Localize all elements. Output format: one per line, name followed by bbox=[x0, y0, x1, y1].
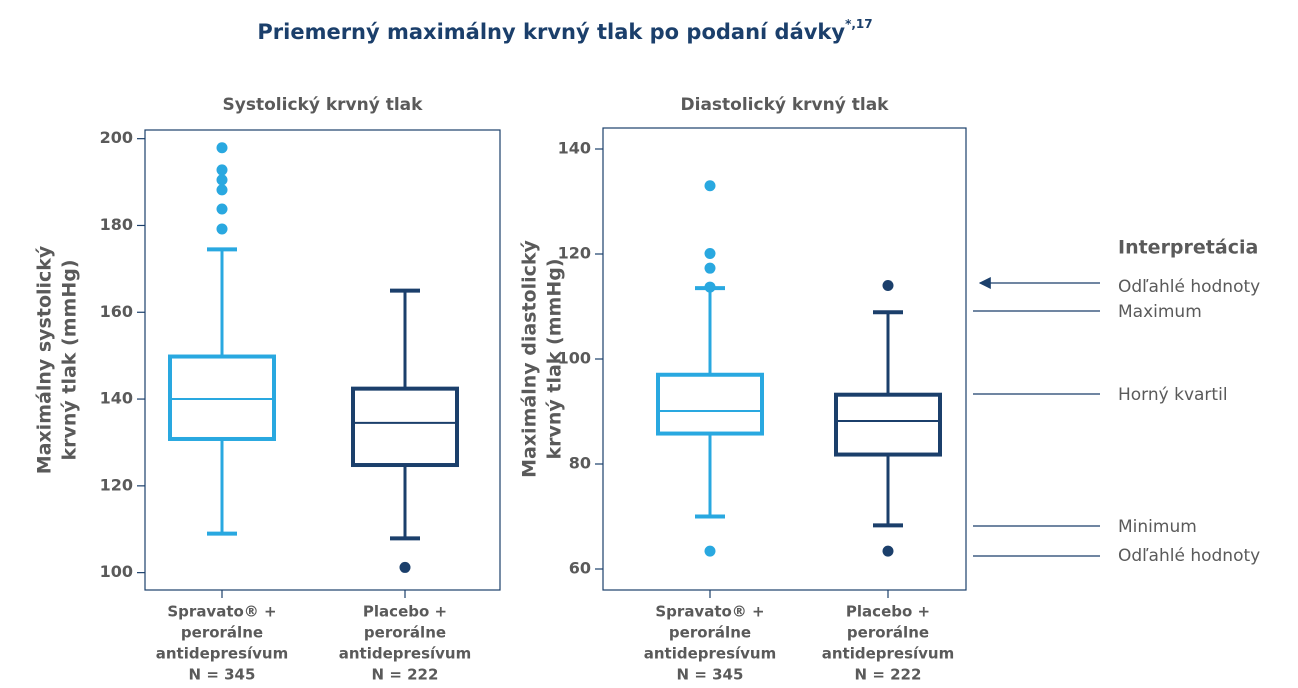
x-tick-label: N = 345 bbox=[189, 666, 256, 684]
outlier bbox=[704, 545, 716, 557]
x-tick-label: antidepresívum bbox=[822, 645, 955, 663]
box bbox=[351, 386, 459, 468]
y-tick-label: 140 bbox=[558, 139, 591, 158]
x-tick-label: perorálne bbox=[364, 624, 446, 642]
y-tick-label: 120 bbox=[100, 475, 133, 494]
y-axis-label: krvný tlak (mmHg) bbox=[59, 259, 81, 460]
y-tick-label: 80 bbox=[569, 454, 591, 473]
plot-frame bbox=[602, 127, 967, 591]
y-tick-label: 100 bbox=[100, 562, 133, 581]
y-axis-label: krvný tlak (mmHg) bbox=[544, 258, 566, 459]
x-tick-label: perorálne bbox=[847, 624, 929, 642]
y-tick-label: 120 bbox=[558, 244, 591, 263]
y-tick-label: 200 bbox=[100, 128, 133, 147]
x-tick-label: antidepresívum bbox=[339, 645, 472, 663]
x-tick-label: perorálne bbox=[181, 624, 263, 642]
y-tick-label: 100 bbox=[558, 349, 591, 368]
chart-title: Diastolický krvný tlak bbox=[681, 95, 890, 115]
box bbox=[834, 392, 942, 457]
outlier bbox=[216, 223, 228, 235]
main-title: Priemerný maximálny krvný tlak po podaní… bbox=[257, 17, 872, 45]
x-tick-label: N = 345 bbox=[677, 666, 744, 684]
outlier bbox=[704, 262, 716, 274]
y-axis-label: Maximálny diastolický bbox=[519, 239, 541, 477]
interp-label: Odľahlé hodnoty bbox=[1118, 277, 1260, 297]
outlier bbox=[704, 247, 716, 259]
x-tick-label: N = 222 bbox=[855, 666, 922, 684]
x-tick-label: Spravato® + bbox=[655, 603, 764, 621]
outlier bbox=[882, 280, 894, 291]
interp-label: Odľahlé hodnoty bbox=[1118, 546, 1260, 566]
interp-label: Horný kvartil bbox=[1118, 385, 1228, 405]
x-tick-label: Placebo + bbox=[846, 603, 930, 621]
outlier bbox=[399, 561, 411, 573]
outlier bbox=[704, 281, 716, 293]
interp-label: Maximum bbox=[1118, 302, 1202, 322]
box bbox=[168, 354, 276, 441]
x-tick-label: perorálne bbox=[669, 624, 751, 642]
y-axis-label: Maximálny systolický bbox=[34, 245, 56, 474]
outlier bbox=[216, 164, 228, 176]
interp-label: Minimum bbox=[1118, 517, 1197, 537]
chart-title: Systolický krvný tlak bbox=[223, 95, 424, 115]
title-text: Priemerný maximálny krvný tlak po podaní… bbox=[257, 20, 845, 44]
outlier bbox=[216, 184, 228, 196]
y-tick-label: 160 bbox=[100, 302, 133, 321]
outlier bbox=[704, 180, 716, 192]
x-tick-label: antidepresívum bbox=[644, 645, 777, 663]
box bbox=[656, 372, 764, 436]
y-tick-label: 60 bbox=[569, 559, 591, 578]
x-tick-label: Spravato® + bbox=[167, 603, 276, 621]
x-tick-label: N = 222 bbox=[372, 666, 439, 684]
x-tick-label: antidepresívum bbox=[156, 645, 289, 663]
plot-frame bbox=[144, 129, 501, 591]
outlier bbox=[216, 142, 228, 154]
interpretation-title: Interpretácia bbox=[1118, 237, 1258, 259]
outlier bbox=[216, 174, 228, 186]
y-tick-label: 180 bbox=[100, 215, 133, 234]
y-tick-label: 140 bbox=[100, 389, 133, 408]
outlier bbox=[882, 545, 894, 557]
x-tick-label: Placebo + bbox=[363, 603, 447, 621]
title-superscript: *,17 bbox=[845, 17, 873, 31]
outlier bbox=[216, 203, 228, 215]
